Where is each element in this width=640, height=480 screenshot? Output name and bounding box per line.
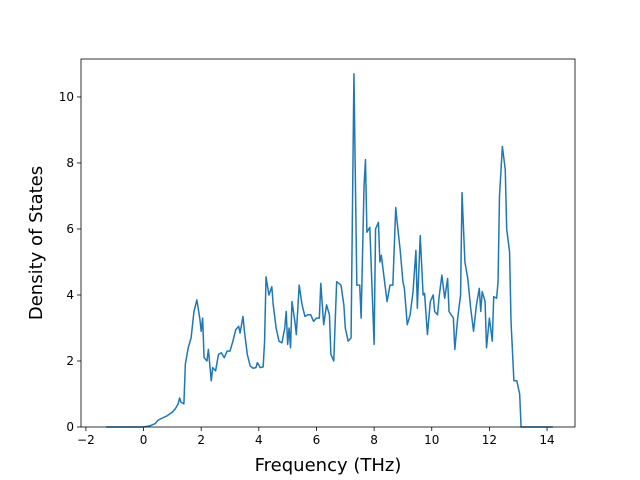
x-tick-label: 10 (424, 433, 439, 447)
y-tick-label: 2 (66, 354, 74, 368)
y-tick-label: 0 (66, 420, 74, 434)
x-axis-label: Frequency (THz) (255, 455, 402, 476)
x-tick-label: 0 (140, 433, 148, 447)
x-tick-label: 8 (370, 433, 378, 447)
dos-line (106, 73, 553, 428)
y-tick-label: 6 (66, 222, 74, 236)
axes-frame (80, 58, 576, 428)
x-tick-label: 14 (539, 433, 554, 447)
x-tick-label: 4 (255, 433, 263, 447)
y-tick-label: 10 (59, 90, 74, 104)
y-tick-label: 4 (66, 288, 74, 302)
x-tick-label: 12 (482, 433, 497, 447)
y-axis-label: Density of States (26, 166, 47, 320)
y-tick-label: 8 (66, 156, 74, 170)
x-tick-label: 6 (313, 433, 321, 447)
x-tick-label: 2 (197, 433, 205, 447)
x-tick-label: −2 (77, 433, 95, 447)
